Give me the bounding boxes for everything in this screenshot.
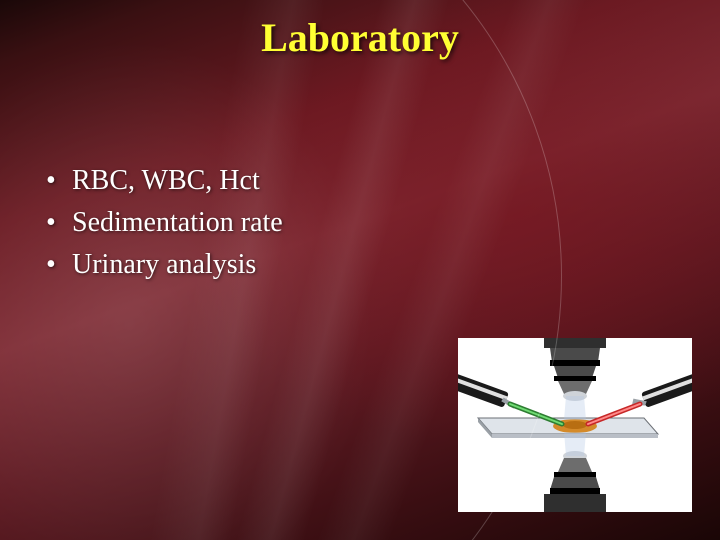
laser-probe-right-icon (588, 372, 692, 424)
microscope-diagram (458, 338, 692, 512)
bullet-list: RBC, WBC, Hct Sedimentation rate Urinary… (46, 160, 283, 286)
slide: Laboratory RBC, WBC, Hct Sedimentation r… (0, 0, 720, 540)
microscope-bottom-objective-icon (544, 451, 606, 512)
bullet-item: RBC, WBC, Hct (46, 160, 283, 202)
light-cone-top-icon (564, 396, 586, 420)
bullet-item: Sedimentation rate (46, 202, 283, 244)
light-cone-bottom-icon (564, 432, 586, 456)
laser-probe-left-icon (458, 372, 562, 424)
microscope-top-objective-icon (544, 338, 606, 401)
bullet-item: Urinary analysis (46, 244, 283, 286)
slide-title: Laboratory (0, 14, 720, 61)
